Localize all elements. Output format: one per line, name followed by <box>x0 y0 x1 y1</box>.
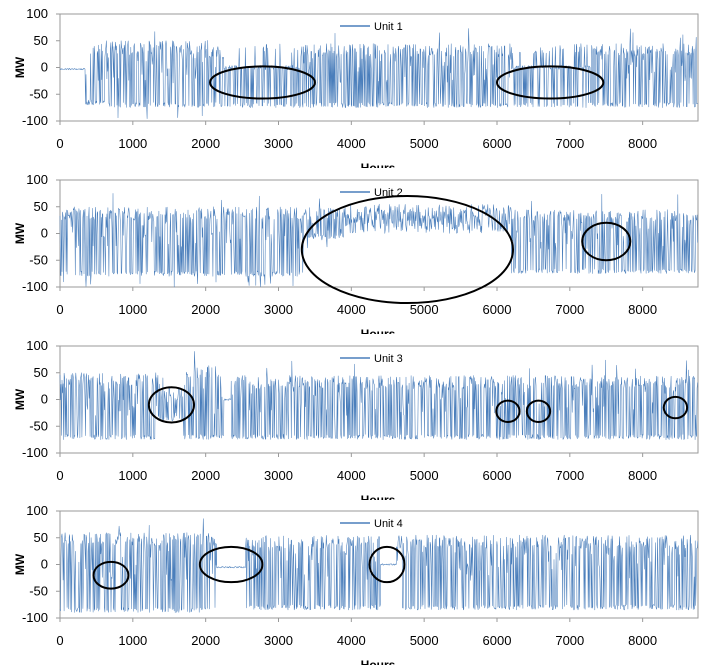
x-tick-label: 4000 <box>337 468 366 483</box>
y-tick-label: 100 <box>26 6 48 21</box>
legend-label: Unit 4 <box>374 518 403 530</box>
y-tick-label: 50 <box>34 199 48 214</box>
y-tick-label: 0 <box>41 392 48 407</box>
annotation-ellipse-1 <box>300 195 515 305</box>
annotation-ellipse-3 <box>368 545 406 584</box>
x-tick-label: 3000 <box>264 633 293 648</box>
y-tick-label: -50 <box>29 583 48 598</box>
x-tick-label: 8000 <box>628 633 657 648</box>
x-tick-label: 5000 <box>410 136 439 151</box>
chart-panel-3: 100 50 0 -50 -100 0 1000 2000 3000 4000 5000 6000 70… <box>13 338 699 500</box>
annotation-ellipse-1 <box>92 560 130 590</box>
x-tick-label: 1000 <box>118 468 147 483</box>
y-axis-title: MW <box>13 553 27 575</box>
chart-panel-2: 100 50 0 -50 -100 0 1000 2000 3000 4000 5000 6000 70… <box>13 172 699 334</box>
x-tick-label: 7000 <box>555 633 584 648</box>
y-tick-label: -50 <box>29 252 48 267</box>
x-tick-label: 2000 <box>191 302 220 317</box>
x-tick-label: 4000 <box>337 302 366 317</box>
x-tick-label: 1000 <box>118 302 147 317</box>
y-tick-label: -100 <box>22 279 48 294</box>
x-tick-label: 6000 <box>483 136 512 151</box>
chart-panel-1: 100 50 0 -50 -100 0 1000 2000 3000 4000 5000 6000 70… <box>13 6 699 168</box>
x-axis-title: Hours <box>361 327 396 334</box>
legend-label: Unit 1 <box>374 21 403 33</box>
y-tick-label: 100 <box>26 503 48 518</box>
y-axis-title: MW <box>13 56 27 78</box>
x-tick-label: 5000 <box>410 633 439 648</box>
x-tick-label: 3000 <box>264 302 293 317</box>
annotation-ellipse-2 <box>495 65 605 100</box>
y-tick-label: 50 <box>34 33 48 48</box>
y-tick-label: 0 <box>41 557 48 572</box>
x-tick-label: 2000 <box>191 468 220 483</box>
y-axis-title: MW <box>13 388 27 410</box>
annotation-ellipse-1 <box>209 65 316 100</box>
x-tick-label: 6000 <box>483 633 512 648</box>
y-tick-label: -50 <box>29 86 48 101</box>
x-axis-title: Hours <box>361 658 396 665</box>
x-tick-label: 7000 <box>555 302 584 317</box>
x-tick-label: 6000 <box>483 302 512 317</box>
annotation-ellipse-3 <box>525 399 552 423</box>
legend-background <box>372 184 416 198</box>
x-tick-label: 2000 <box>191 633 220 648</box>
annotation-ellipse-1 <box>147 386 196 424</box>
y-tick-label: -100 <box>22 610 48 625</box>
x-tick-label: 8000 <box>628 468 657 483</box>
y-tick-label: 0 <box>41 226 48 241</box>
x-tick-label: 6000 <box>483 468 512 483</box>
y-tick-label: 0 <box>41 60 48 75</box>
x-tick-label: 8000 <box>628 136 657 151</box>
annotation-ellipse-4 <box>662 395 689 420</box>
x-tick-label: 0 <box>56 468 63 483</box>
y-tick-label: 100 <box>26 172 48 187</box>
y-axis-title: MW <box>13 222 27 244</box>
series-line-3 <box>59 351 698 440</box>
y-tick-label: 50 <box>34 530 48 545</box>
x-tick-label: 3000 <box>264 136 293 151</box>
x-axis-title: Hours <box>361 161 396 168</box>
x-tick-label: 2000 <box>191 136 220 151</box>
y-tick-label: 100 <box>26 338 48 353</box>
x-tick-label: 7000 <box>555 468 584 483</box>
x-tick-label: 5000 <box>410 468 439 483</box>
annotation-ellipse-2 <box>198 545 264 584</box>
x-tick-label: 0 <box>56 633 63 648</box>
y-tick-label: -100 <box>22 113 48 128</box>
series-line-2 <box>59 193 698 288</box>
y-tick-label: 50 <box>34 365 48 380</box>
x-tick-label: 8000 <box>628 302 657 317</box>
x-tick-label: 5000 <box>410 302 439 317</box>
x-tick-label: 1000 <box>118 136 147 151</box>
x-tick-label: 0 <box>56 136 63 151</box>
annotation-ellipse-2 <box>495 399 521 423</box>
series-line-4 <box>59 518 699 613</box>
legend-background <box>372 515 416 529</box>
x-tick-label: 3000 <box>264 468 293 483</box>
x-axis-title: Hours <box>361 493 396 500</box>
x-tick-label: 0 <box>56 302 63 317</box>
x-tick-label: 7000 <box>555 136 584 151</box>
legend-background <box>372 350 416 364</box>
series-line-1 <box>59 28 698 119</box>
y-tick-label: -50 <box>29 418 48 433</box>
legend-background <box>372 18 416 32</box>
legend-label: Unit 3 <box>374 353 403 365</box>
annotation-ellipse-2 <box>581 221 632 262</box>
chart-panel-4: 100 50 0 -50 -100 0 1000 2000 3000 4000 5000 6000 70… <box>13 503 699 665</box>
x-tick-label: 4000 <box>337 136 366 151</box>
x-tick-label: 1000 <box>118 633 147 648</box>
y-tick-label: -100 <box>22 445 48 460</box>
x-tick-label: 4000 <box>337 633 366 648</box>
